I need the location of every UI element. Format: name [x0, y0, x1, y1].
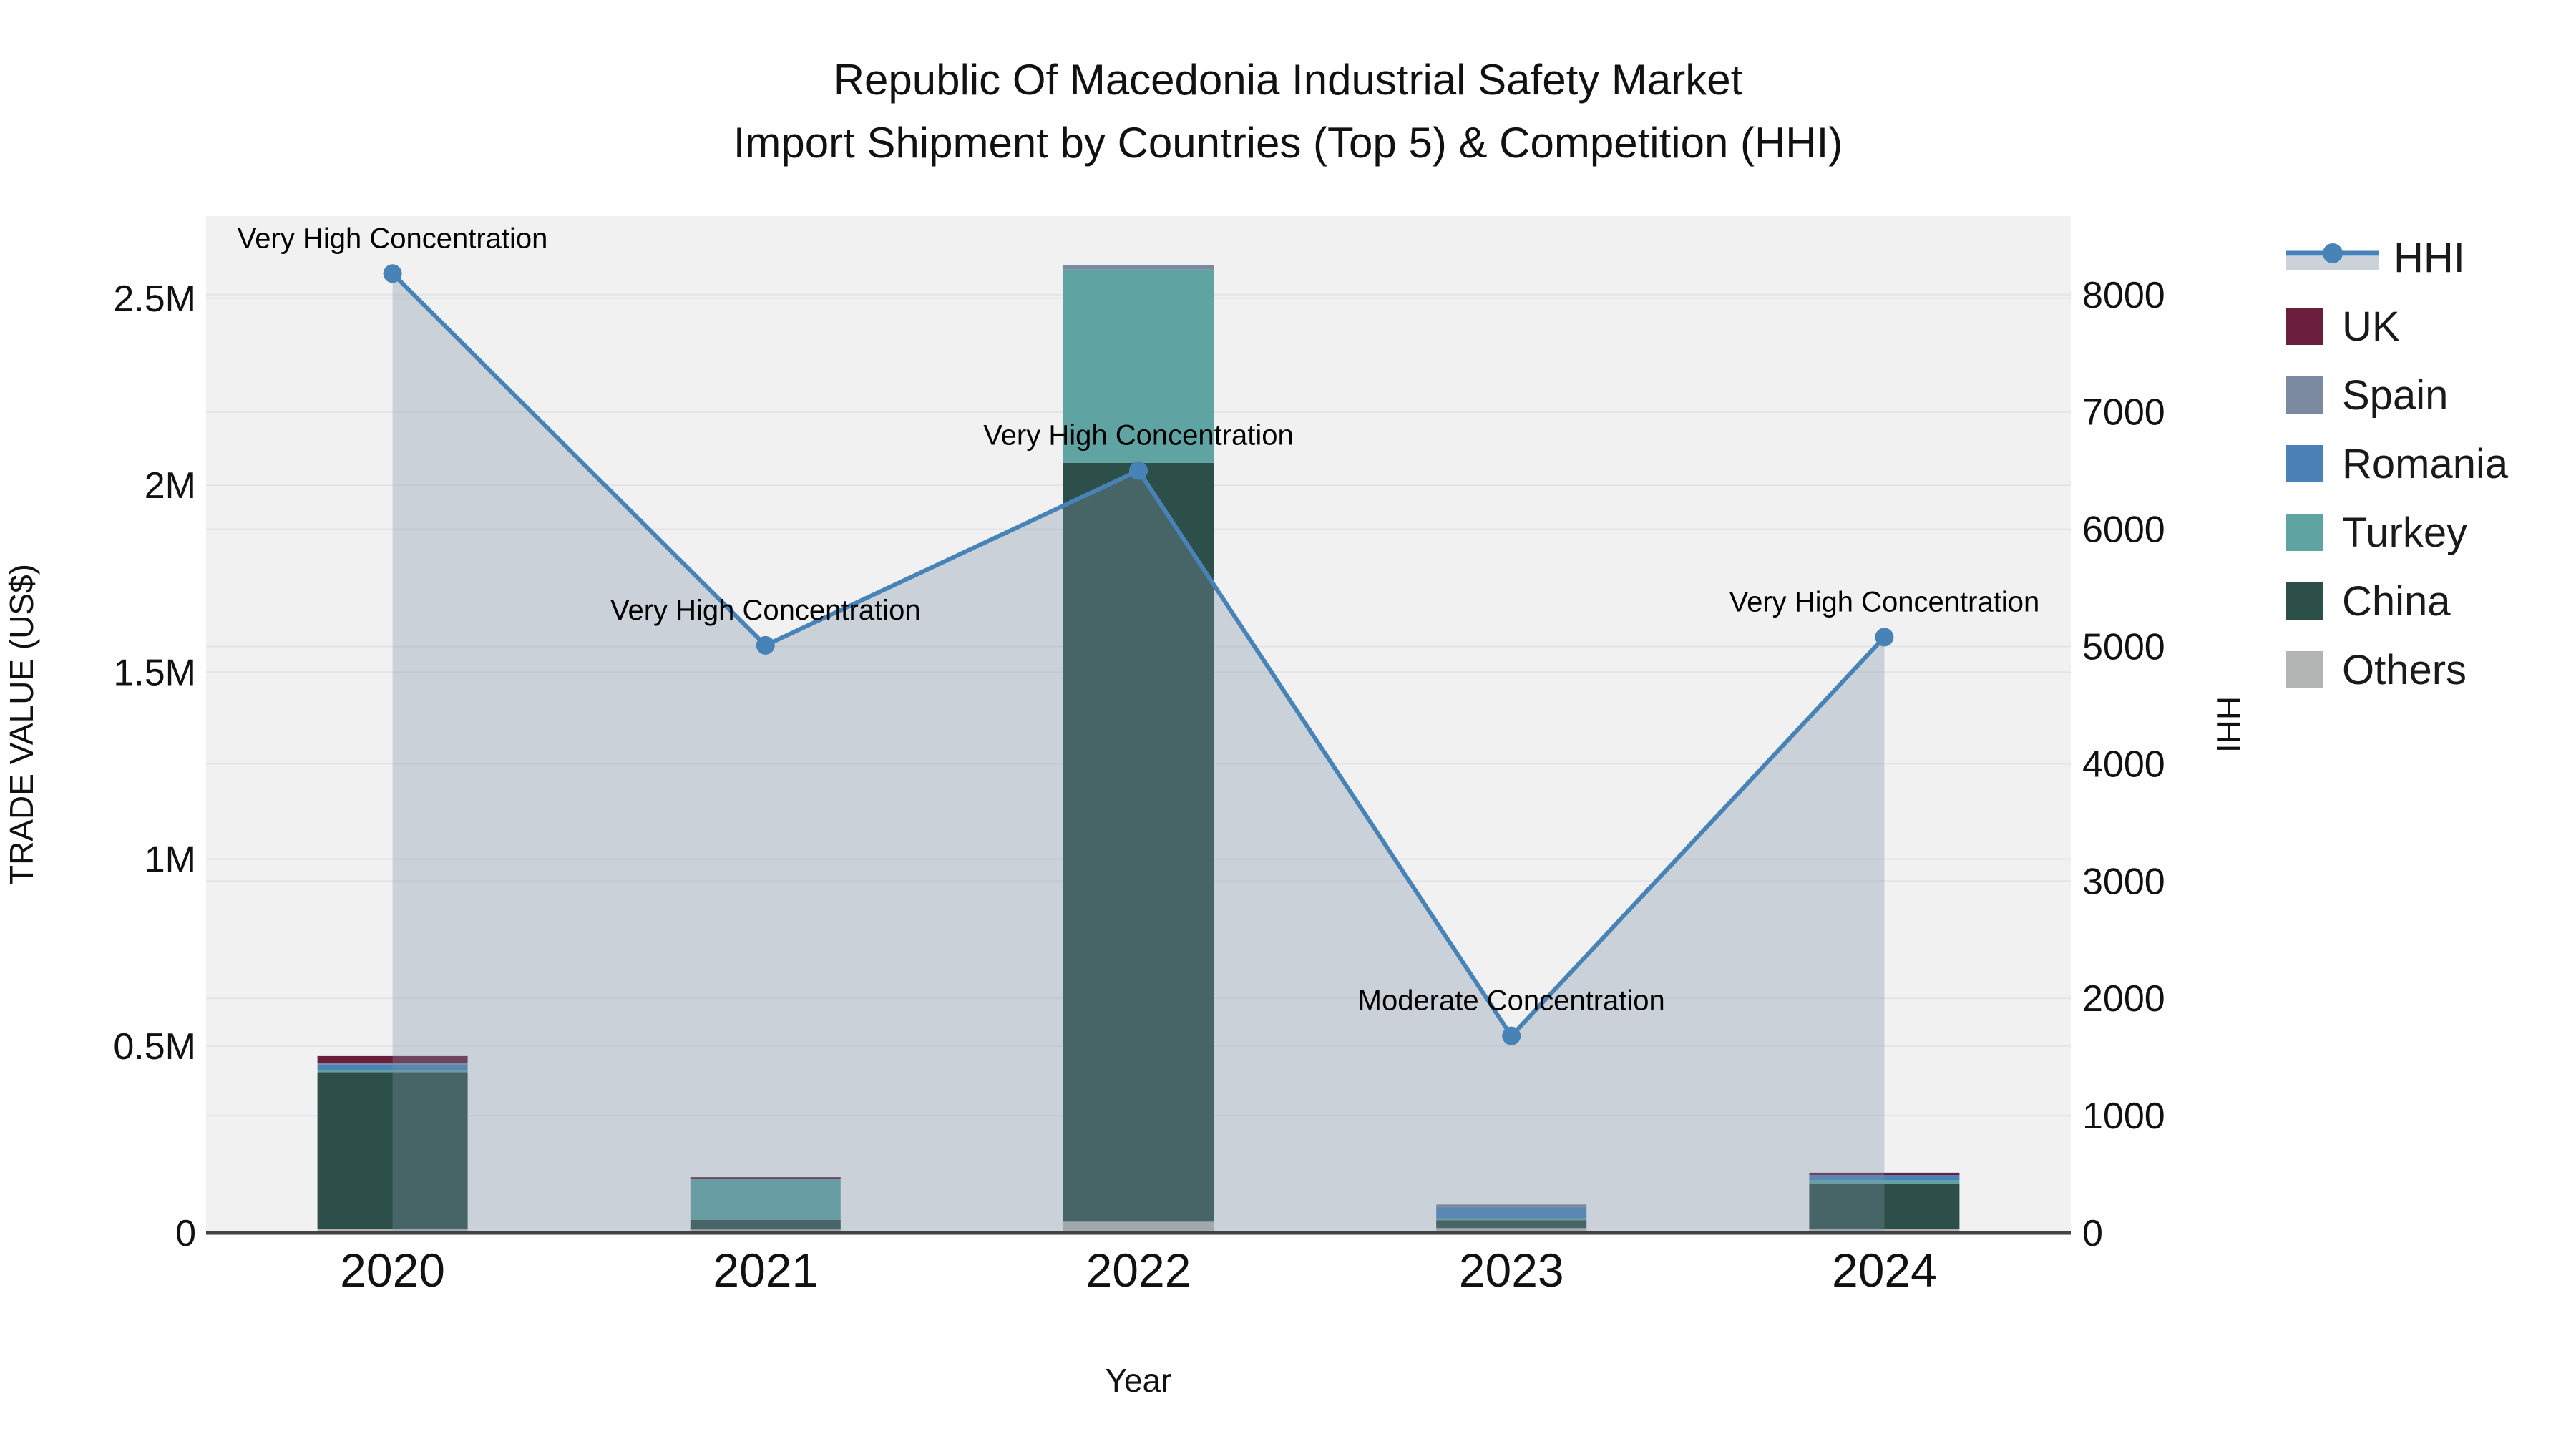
- bar-segment-turkey-2020[interactable]: [317, 1070, 468, 1073]
- bar-segment-china-2023[interactable]: [1436, 1220, 1587, 1229]
- others-legend-swatch: [2286, 651, 2323, 688]
- left-axis-tick-label: 2.5M: [113, 278, 196, 320]
- bar-segment-turkey-2022[interactable]: [1063, 269, 1214, 463]
- hhi-marker-2020[interactable]: [383, 264, 402, 283]
- x-axis-tick-label: 2023: [1459, 1244, 1564, 1297]
- x-axis-tick-label: 2022: [1086, 1244, 1191, 1297]
- annotation-label: Very High Concentration: [610, 595, 921, 626]
- annotation-label: Very High Concentration: [1729, 586, 2040, 618]
- right-axis-tick-label: 8000: [2082, 275, 2165, 316]
- left-axis-title: TRADE VALUE (US$): [3, 564, 40, 885]
- legend-item-others[interactable]: Others: [2286, 635, 2508, 704]
- right-axis-tick-label: 1000: [2082, 1096, 2165, 1137]
- legend-item-turkey[interactable]: Turkey: [2286, 498, 2508, 567]
- bar-segment-spain-2023[interactable]: [1436, 1204, 1587, 1208]
- legend-item-romania[interactable]: Romania: [2286, 429, 2508, 498]
- x-axis-tick-label: 2024: [1832, 1244, 1937, 1297]
- hhi-legend-symbol: [2286, 243, 2379, 270]
- right-axis-title: HHI: [2210, 696, 2247, 753]
- right-axis-tick-label: 0: [2082, 1213, 2103, 1254]
- x-axis-tick-label: 2021: [713, 1244, 818, 1297]
- right-axis-tick-label: 2000: [2082, 978, 2165, 1020]
- legend-label-uk: UK: [2342, 303, 2400, 350]
- left-axis-tick-label: 1M: [145, 839, 196, 881]
- right-axis-tick-label: 3000: [2082, 861, 2165, 902]
- bar-segment-turkey-2024[interactable]: [1809, 1180, 1960, 1184]
- left-axis-tick-label: 0: [175, 1213, 196, 1254]
- hhi-marker-2022[interactable]: [1129, 461, 1148, 480]
- left-axis-tick-label: 0.5M: [113, 1026, 196, 1068]
- right-axis-tick-label: 6000: [2082, 509, 2165, 551]
- bar-segment-china-2021[interactable]: [690, 1219, 841, 1230]
- bar-segment-spain-2020[interactable]: [317, 1063, 468, 1065]
- hhi-area-fill: [392, 273, 1885, 1233]
- annotation-label: Very High Concentration: [238, 223, 548, 254]
- chart-title-line2: Import Shipment by Countries (Top 5) & C…: [733, 119, 1843, 167]
- legend-label-hhi: HHI: [2394, 234, 2465, 281]
- bar-segment-spain-2022[interactable]: [1063, 265, 1214, 270]
- chart-title: Republic Of Macedonia Industrial Safety …: [0, 49, 2576, 175]
- bar-segment-china-2020[interactable]: [317, 1072, 468, 1229]
- x-axis-title: Year: [1106, 1362, 1172, 1399]
- legend-label-china: China: [2342, 577, 2451, 625]
- bar-segment-china-2022[interactable]: [1063, 462, 1214, 1222]
- legend-label-turkey: Turkey: [2342, 509, 2468, 556]
- bar-segment-uk-2020[interactable]: [317, 1055, 468, 1063]
- annotation-label: Moderate Concentration: [1358, 985, 1665, 1017]
- china-legend-swatch: [2286, 582, 2323, 620]
- legend-item-uk[interactable]: UK: [2286, 292, 2508, 361]
- legend-item-spain[interactable]: Spain: [2286, 361, 2508, 429]
- right-axis-tick-label: 5000: [2082, 627, 2165, 668]
- bar-segment-others-2024[interactable]: [1809, 1229, 1960, 1233]
- left-axis-tick-label: 2M: [145, 465, 196, 507]
- bar-segment-others-2020[interactable]: [317, 1229, 468, 1233]
- legend-item-hhi[interactable]: HHI: [2286, 223, 2508, 292]
- legend-label-spain: Spain: [2342, 371, 2449, 419]
- bar-segment-romania-2023[interactable]: [1436, 1207, 1587, 1219]
- legend: HHI UK Spain Romania Turkey China Others: [2286, 223, 2508, 704]
- chart-title-line1: Republic Of Macedonia Industrial Safety …: [833, 56, 1743, 104]
- x-axis-tick-label: 2020: [340, 1244, 445, 1297]
- legend-item-china[interactable]: China: [2286, 567, 2508, 635]
- turkey-legend-swatch: [2286, 514, 2323, 551]
- bar-segment-china-2024[interactable]: [1809, 1184, 1960, 1229]
- spain-legend-swatch: [2286, 376, 2323, 414]
- bar-segment-uk-2024[interactable]: [1809, 1172, 1960, 1176]
- bar-segment-others-2023[interactable]: [1436, 1228, 1587, 1233]
- left-axis-tick-label: 1.5M: [113, 652, 196, 693]
- hhi-marker-2023[interactable]: [1502, 1026, 1521, 1045]
- hhi-marker-2024[interactable]: [1875, 628, 1894, 647]
- legend-label-others: Others: [2342, 646, 2467, 693]
- annotation-label: Very High Concentration: [983, 420, 1294, 452]
- bar-segment-turkey-2023[interactable]: [1436, 1218, 1587, 1221]
- legend-label-romania: Romania: [2342, 440, 2509, 487]
- hhi-marker-2021[interactable]: [756, 635, 775, 655]
- bar-segment-uk-2021[interactable]: [690, 1177, 841, 1179]
- right-axis-tick-label: 4000: [2082, 743, 2165, 785]
- bar-segment-romania-2024[interactable]: [1809, 1175, 1960, 1181]
- romania-legend-swatch: [2286, 445, 2323, 482]
- bar-segment-romania-2020[interactable]: [317, 1064, 468, 1070]
- right-axis-tick-label: 7000: [2082, 392, 2165, 434]
- bar-segment-turkey-2021[interactable]: [690, 1179, 841, 1220]
- bar-segment-others-2022[interactable]: [1063, 1221, 1214, 1233]
- uk-legend-swatch: [2286, 308, 2323, 345]
